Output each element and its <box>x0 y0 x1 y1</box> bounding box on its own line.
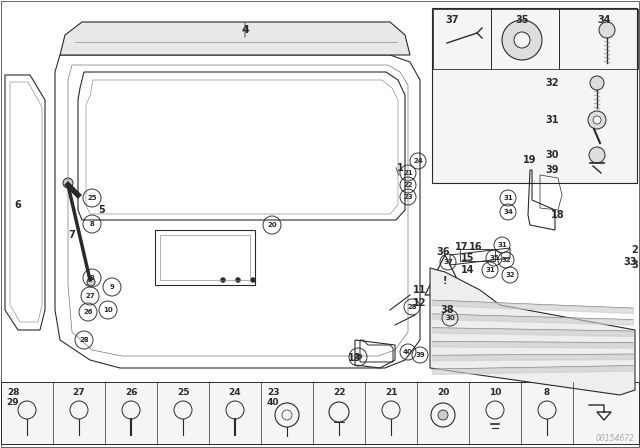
Text: 19: 19 <box>524 155 537 165</box>
Text: 37: 37 <box>445 15 459 25</box>
Circle shape <box>593 116 601 124</box>
Bar <box>433 9 491 69</box>
Text: 00154672: 00154672 <box>596 434 635 443</box>
Text: 40: 40 <box>403 349 413 355</box>
Text: 33: 33 <box>623 257 637 267</box>
Text: 23: 23 <box>403 194 413 200</box>
Text: 29: 29 <box>6 397 19 406</box>
Text: 32: 32 <box>545 78 559 88</box>
Text: 34: 34 <box>597 15 611 25</box>
Bar <box>559 9 638 69</box>
Text: 31: 31 <box>497 242 507 248</box>
Polygon shape <box>430 268 635 395</box>
Text: 9: 9 <box>109 284 115 290</box>
Text: 25: 25 <box>87 195 97 201</box>
Text: 21: 21 <box>385 388 397 396</box>
Text: 10: 10 <box>489 388 501 396</box>
Text: 24: 24 <box>228 388 241 396</box>
Text: 35: 35 <box>515 15 529 25</box>
Circle shape <box>438 410 448 420</box>
Text: 21: 21 <box>403 170 413 176</box>
Bar <box>155 230 255 285</box>
Circle shape <box>514 32 530 48</box>
Bar <box>491 9 559 69</box>
Text: 1: 1 <box>397 163 403 173</box>
Text: 28: 28 <box>79 337 89 343</box>
Text: 30: 30 <box>445 315 455 321</box>
Circle shape <box>250 277 255 283</box>
Text: 27: 27 <box>73 388 85 396</box>
Bar <box>1 382 639 444</box>
Circle shape <box>588 111 606 129</box>
Text: 20: 20 <box>437 388 449 396</box>
Text: 37: 37 <box>443 259 453 265</box>
Text: 4: 4 <box>241 25 249 35</box>
Text: 7: 7 <box>68 230 76 240</box>
Text: 6: 6 <box>15 200 21 210</box>
Text: 22: 22 <box>403 182 413 188</box>
Text: 38: 38 <box>440 305 454 315</box>
Text: 8: 8 <box>90 275 95 281</box>
Text: 40: 40 <box>267 397 279 406</box>
Text: 15: 15 <box>461 253 475 263</box>
Text: 18: 18 <box>551 210 565 220</box>
Circle shape <box>590 76 604 90</box>
Text: 8: 8 <box>544 388 550 396</box>
Text: 13: 13 <box>348 353 362 363</box>
Text: 32: 32 <box>505 272 515 278</box>
Bar <box>432 8 637 183</box>
Text: 31: 31 <box>503 195 513 201</box>
Text: 28: 28 <box>7 388 19 396</box>
Text: 36: 36 <box>436 247 450 257</box>
Text: 23: 23 <box>267 388 279 396</box>
Text: 39: 39 <box>545 165 559 175</box>
Text: 31: 31 <box>485 267 495 273</box>
Text: 17: 17 <box>455 242 468 252</box>
Bar <box>160 235 250 280</box>
Text: 2: 2 <box>632 245 638 255</box>
Circle shape <box>502 20 542 60</box>
Circle shape <box>599 22 615 38</box>
Text: 20: 20 <box>267 222 277 228</box>
Text: 39: 39 <box>415 352 425 358</box>
Text: !: ! <box>443 276 447 286</box>
Text: 29: 29 <box>353 354 363 360</box>
Text: 5: 5 <box>99 205 106 215</box>
Text: 35: 35 <box>489 255 499 261</box>
Text: 26: 26 <box>125 388 137 396</box>
Text: 12: 12 <box>413 298 427 308</box>
Text: 8: 8 <box>90 221 95 227</box>
Circle shape <box>221 277 225 283</box>
Circle shape <box>589 147 605 163</box>
Text: 22: 22 <box>333 388 345 396</box>
Text: 27: 27 <box>85 293 95 299</box>
Text: 30: 30 <box>545 150 559 160</box>
Text: 26: 26 <box>83 309 93 315</box>
Text: 10: 10 <box>103 307 113 313</box>
Text: 24: 24 <box>413 158 423 164</box>
Text: 31: 31 <box>545 115 559 125</box>
Text: 3: 3 <box>632 260 638 270</box>
Text: 34: 34 <box>503 209 513 215</box>
Circle shape <box>63 178 73 188</box>
Bar <box>460 249 495 261</box>
Text: 14: 14 <box>461 265 475 275</box>
Text: 11: 11 <box>413 285 427 295</box>
Circle shape <box>87 278 95 286</box>
Polygon shape <box>60 22 410 55</box>
Text: 25: 25 <box>177 388 189 396</box>
Text: 28: 28 <box>407 304 417 310</box>
Text: 16: 16 <box>469 242 483 252</box>
Circle shape <box>236 277 241 283</box>
Text: 32: 32 <box>501 257 511 263</box>
